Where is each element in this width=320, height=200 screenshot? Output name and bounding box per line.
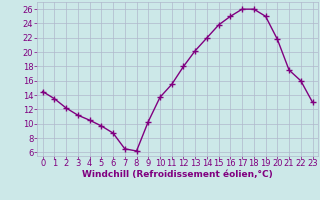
X-axis label: Windchill (Refroidissement éolien,°C): Windchill (Refroidissement éolien,°C): [82, 170, 273, 179]
